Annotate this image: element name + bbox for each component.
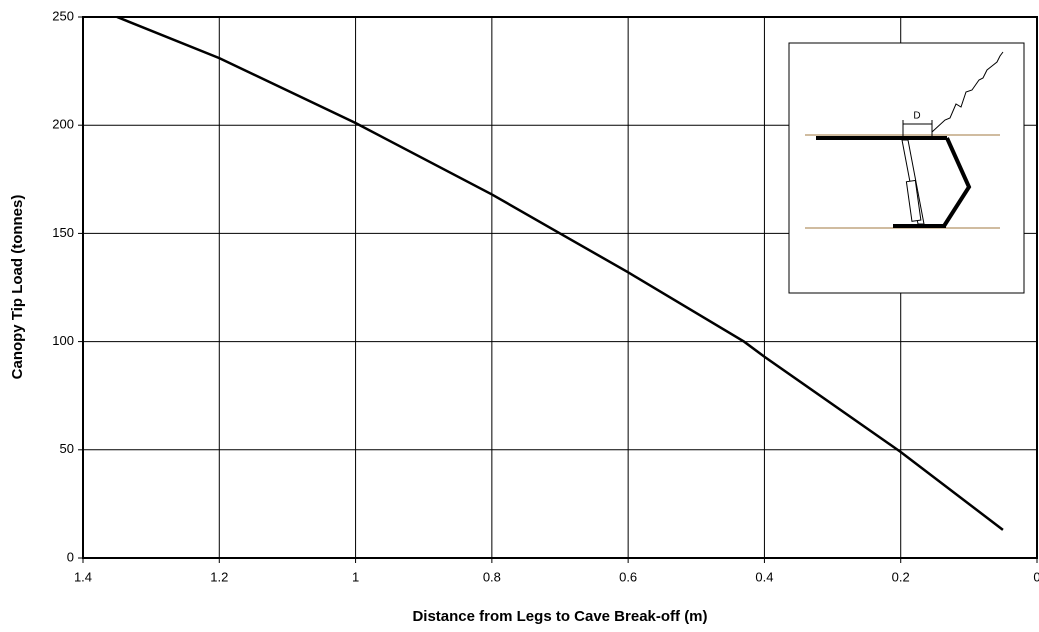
x-tick-label: 1 (352, 569, 359, 584)
x-axis-label: Distance from Legs to Cave Break-off (m) (412, 608, 707, 625)
x-tick-label: 0.2 (892, 569, 910, 584)
inset-frame (788, 42, 1025, 294)
x-tick-label: 1.4 (74, 569, 92, 584)
y-tick-label: 0 (67, 549, 74, 564)
x-tick-label: 0.6 (619, 569, 637, 584)
break-line (931, 51, 1004, 133)
inset-label: D (913, 111, 920, 122)
shield (942, 137, 972, 228)
y-tick-label: 150 (52, 225, 74, 240)
data-line (116, 15, 1004, 531)
y-axis-label: Canopy Tip Load (tonnes) (9, 195, 26, 380)
y-tick-label: 250 (52, 8, 74, 23)
x-tick-label: 0.8 (483, 569, 501, 584)
x-tick-label: 0 (1033, 569, 1039, 584)
x-tick-label: 0.4 (755, 569, 773, 584)
leg-ram (905, 179, 922, 222)
inset-diagram: D (788, 42, 1025, 294)
y-tick-label: 50 (60, 441, 74, 456)
y-tick-label: 100 (52, 333, 74, 348)
plot-frame (82, 16, 1038, 559)
y-tick-label: 200 (52, 117, 74, 132)
x-tick-label: 1.2 (210, 569, 228, 584)
